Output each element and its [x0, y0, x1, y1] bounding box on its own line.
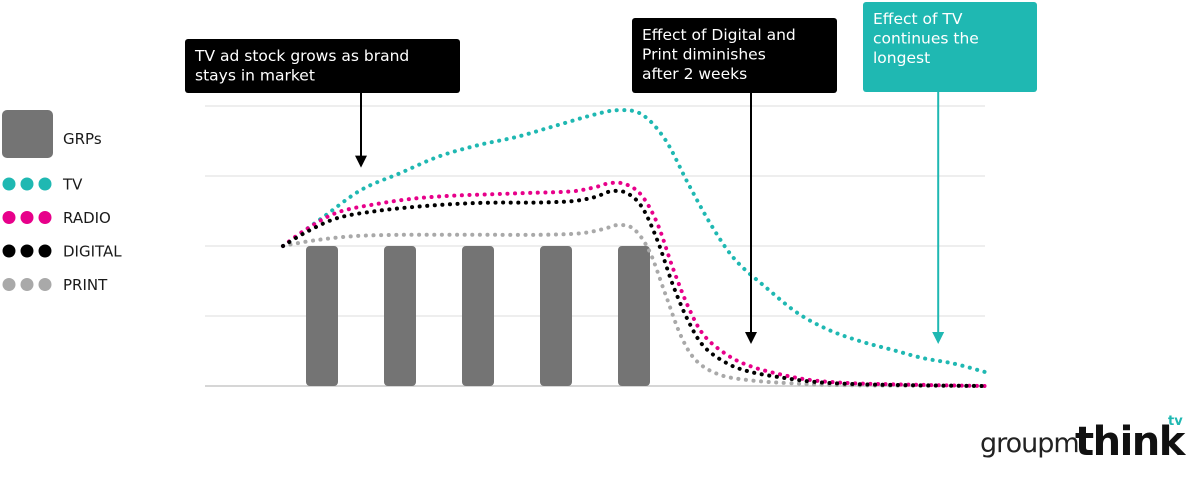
grp-bar: [384, 246, 416, 386]
legend-dot: [20, 211, 34, 224]
callout-arrow-head: [745, 332, 757, 344]
legend-dot: [20, 177, 34, 191]
legend: GRPs TV RADIO DIGITAL PRINT: [2, 110, 122, 294]
legend-dot: [38, 177, 52, 191]
think-logo-text: think: [1075, 419, 1187, 465]
legend-dot: [38, 244, 52, 258]
legend-label-digital: DIGITAL: [63, 243, 122, 261]
legend-item-radio: RADIO: [2, 209, 111, 227]
series-lines: [281, 108, 987, 388]
thinktv-logo-tv: tv: [1168, 414, 1183, 429]
legend-item-tv: TV: [2, 176, 83, 194]
grp-bars: [306, 246, 650, 386]
callout-box: [185, 39, 460, 93]
legend-dot: [2, 278, 16, 291]
callout-text-line: stays in market: [195, 67, 315, 85]
grp-bar: [618, 246, 650, 386]
callout-text-line: TV ad stock grows as brand: [194, 47, 409, 65]
legend-dot: [38, 278, 52, 291]
callout-text-line: Effect of Digital and: [642, 26, 796, 44]
callouts: TV ad stock grows as brand stays in marke…: [185, 2, 1037, 344]
callout-arrow-head: [932, 332, 945, 344]
groupm-logo-text: groupm: [980, 428, 1079, 459]
series-line-digital: [281, 188, 987, 388]
callout-ad-stock: TV ad stock grows as brand stays in marke…: [185, 39, 460, 168]
callout-digital-print: Effect of Digital and Print diminishesaft…: [632, 18, 837, 344]
series-line-tv: [281, 108, 987, 374]
legend-swatch-grps: [2, 110, 53, 158]
thinktv-logo: think: [1075, 419, 1187, 465]
callout-text-line: after 2 weeks: [642, 65, 747, 83]
legend-dot: [2, 177, 16, 191]
legend-dot: [38, 211, 52, 224]
tv-logo-text: tv: [1168, 414, 1183, 429]
callout-text-line: continues the: [873, 30, 979, 48]
callout-text-line: Effect of TV: [873, 10, 963, 28]
callout-arrow-head: [355, 155, 367, 168]
legend-label-tv: TV: [62, 176, 83, 194]
legend-dot: [2, 211, 16, 224]
legend-item-print: PRINT: [2, 276, 108, 294]
grp-bar: [462, 246, 494, 386]
legend-label-print: PRINT: [63, 276, 108, 294]
series-line-radio: [281, 180, 987, 388]
callout-box: [863, 2, 1037, 92]
legend-item-digital: DIGITAL: [2, 243, 122, 261]
series-line-print: [281, 222, 987, 388]
legend-item-grps: GRPs: [2, 110, 102, 158]
callout-box: [632, 18, 837, 93]
grp-bar: [306, 246, 338, 386]
legend-dot: [20, 244, 34, 258]
callout-text-line: Print diminishes: [642, 46, 766, 64]
groupm-logo: groupm: [980, 428, 1079, 459]
legend-label-grps: GRPs: [63, 130, 102, 148]
grp-bar: [540, 246, 572, 386]
callout-text-line: longest: [873, 49, 930, 67]
legend-dot: [2, 244, 16, 258]
legend-dot: [20, 278, 34, 291]
logos: groupm think tv: [980, 414, 1188, 465]
legend-label-radio: RADIO: [63, 209, 111, 227]
